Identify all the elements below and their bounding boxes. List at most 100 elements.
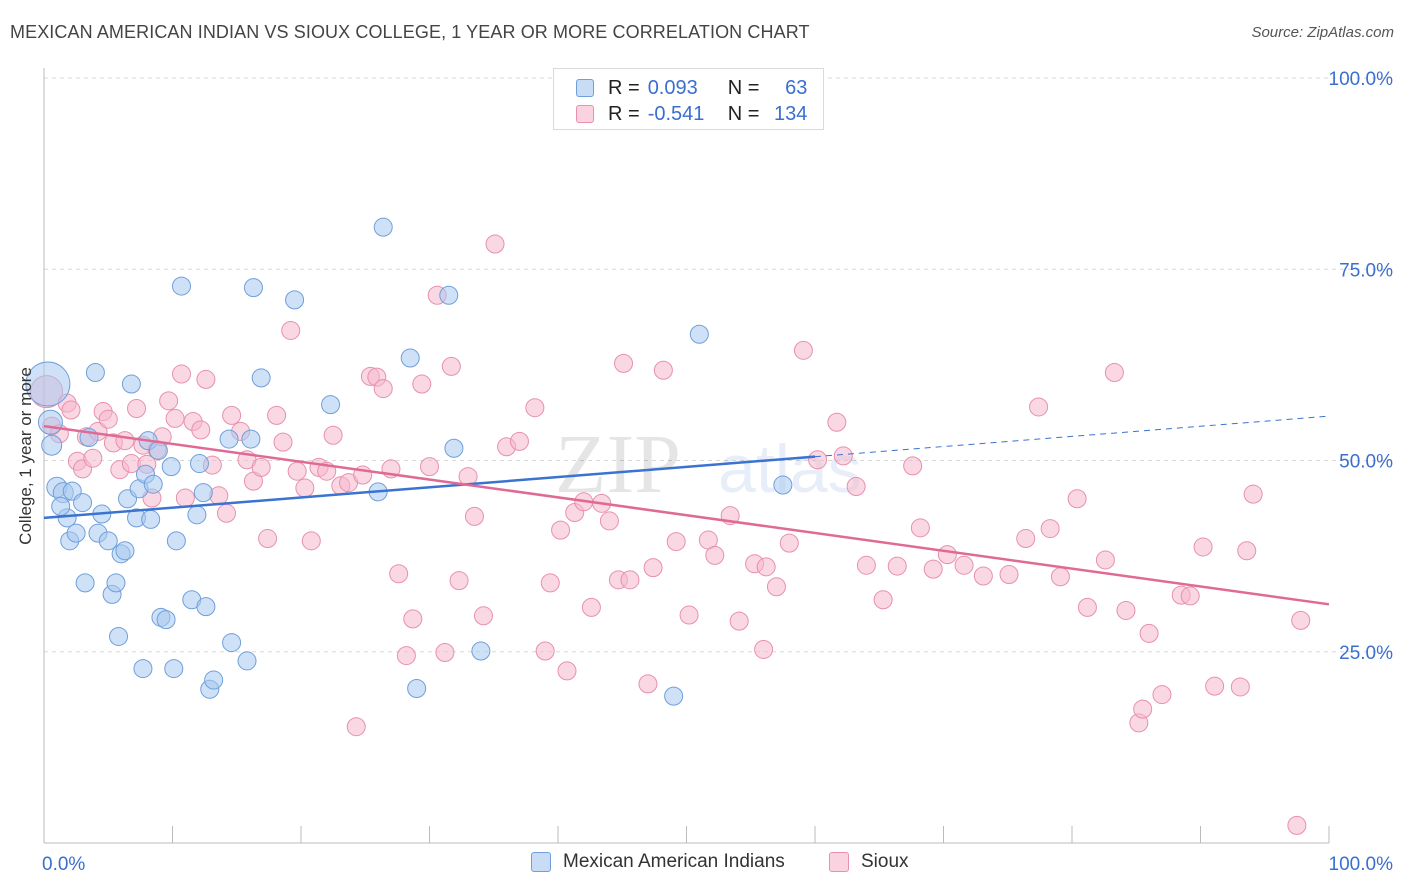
data-point-sioux <box>1067 489 1087 509</box>
data-point-sioux <box>1291 610 1311 630</box>
data-point-sioux <box>1040 519 1060 539</box>
data-point-sioux <box>827 412 847 432</box>
data-point-sioux <box>171 364 191 384</box>
data-point-mexican-american-indians <box>241 429 261 449</box>
data-point-sioux <box>1104 363 1124 383</box>
r-label: R = <box>608 102 640 125</box>
trend-line-blue-extension <box>814 415 1330 458</box>
trend-lines <box>43 415 1330 606</box>
data-point-mexican-american-indians <box>73 493 93 513</box>
data-point-sioux <box>620 570 640 590</box>
data-point-sioux <box>1287 815 1307 835</box>
data-point-sioux <box>1029 397 1049 417</box>
data-point-sioux <box>614 353 634 373</box>
data-point-sioux <box>323 425 343 445</box>
data-point-sioux <box>1180 586 1200 606</box>
data-point-sioux <box>435 643 455 663</box>
data-point-mexican-american-indians <box>204 670 224 690</box>
data-point-sioux <box>999 564 1019 584</box>
series-mexican-american-indians <box>25 217 793 706</box>
data-point-sioux <box>1050 567 1070 587</box>
zipatlas-watermark: ZIP atlas <box>555 418 862 511</box>
legend-item-mexican-american-indians: Mexican American Indians <box>531 851 785 873</box>
watermark-zip: ZIP <box>555 418 681 511</box>
data-point-mexican-american-indians <box>187 505 207 525</box>
chart-title: MEXICAN AMERICAN INDIAN VS SIOUX COLLEGE… <box>10 22 810 42</box>
data-point-sioux <box>295 478 315 498</box>
data-point-mexican-american-indians <box>51 496 71 516</box>
y-tick-label: 75.0% <box>1339 260 1393 281</box>
y-axis-label: College, 1 year or more <box>16 367 35 545</box>
data-point-sioux <box>473 606 493 626</box>
data-point-sioux <box>403 609 423 629</box>
series-sioux <box>30 234 1311 835</box>
data-point-sioux <box>251 457 271 477</box>
data-point-sioux <box>856 555 876 575</box>
data-point-sioux <box>873 590 893 610</box>
data-point-mexican-american-indians <box>373 217 393 237</box>
data-point-sioux <box>1016 529 1036 549</box>
data-point-sioux <box>273 432 293 452</box>
data-point-sioux <box>1095 550 1115 570</box>
data-point-sioux <box>638 674 658 694</box>
data-point-mexican-american-indians <box>85 363 105 383</box>
grid-lines <box>44 77 1392 653</box>
data-point-sioux <box>441 356 461 376</box>
data-point-sioux <box>373 379 393 399</box>
data-point-sioux <box>1237 541 1257 561</box>
data-point-mexican-american-indians <box>156 610 176 630</box>
data-point-sioux <box>281 320 301 340</box>
data-point-sioux <box>196 369 216 389</box>
data-point-sioux <box>346 717 366 737</box>
y-tick-label: 25.0% <box>1339 643 1393 664</box>
data-point-sioux <box>1116 600 1136 620</box>
data-point-sioux <box>540 573 560 593</box>
legend-swatch-pink <box>576 105 594 123</box>
data-point-sioux <box>509 431 529 451</box>
data-point-sioux <box>525 398 545 418</box>
data-point-mexican-american-indians <box>471 641 491 661</box>
r-label: R = <box>608 76 640 99</box>
data-point-sioux <box>389 564 409 584</box>
y-tick-label: 50.0% <box>1339 452 1393 473</box>
data-point-mexican-american-indians <box>243 278 263 298</box>
data-point-sioux <box>1133 699 1153 719</box>
data-point-sioux <box>1193 537 1213 557</box>
x-tick-label: 100.0% <box>1329 854 1394 875</box>
data-point-mexican-american-indians <box>109 626 129 646</box>
source-label: Source: ZipAtlas.com <box>1251 24 1394 41</box>
data-point-sioux <box>756 557 776 577</box>
legend-label: Mexican American Indians <box>563 851 785 872</box>
data-point-mexican-american-indians <box>98 531 118 551</box>
data-point-mexican-american-indians <box>164 659 184 679</box>
x-tick-label: 0.0% <box>42 854 85 875</box>
data-point-sioux <box>1152 685 1172 705</box>
data-point-mexican-american-indians <box>664 686 684 706</box>
data-point-sioux <box>115 431 135 451</box>
data-point-sioux <box>412 374 432 394</box>
data-point-mexican-american-indians <box>166 531 186 551</box>
n-value: 63 <box>785 76 808 99</box>
data-point-mexican-american-indians <box>161 457 181 477</box>
data-point-sioux <box>1230 677 1250 697</box>
data-point-mexican-american-indians <box>75 573 95 593</box>
data-point-mexican-american-indians <box>773 475 793 495</box>
data-point-sioux <box>61 400 81 420</box>
data-point-sioux <box>301 531 321 551</box>
data-point-sioux <box>793 340 813 360</box>
data-point-sioux <box>557 661 577 681</box>
data-point-sioux <box>643 558 663 578</box>
r-value: 0.093 <box>647 76 698 99</box>
data-point-sioux <box>535 641 555 661</box>
data-point-mexican-american-indians <box>219 429 239 449</box>
data-point-sioux <box>485 234 505 254</box>
data-point-sioux <box>420 457 439 477</box>
data-point-sioux <box>937 545 957 565</box>
y-tick-label: 100.0% <box>1329 69 1394 90</box>
data-point-sioux <box>666 532 686 552</box>
data-point-sioux <box>581 597 601 617</box>
n-label: N = <box>727 76 760 99</box>
data-point-sioux <box>954 555 974 575</box>
data-point-sioux <box>923 559 943 579</box>
